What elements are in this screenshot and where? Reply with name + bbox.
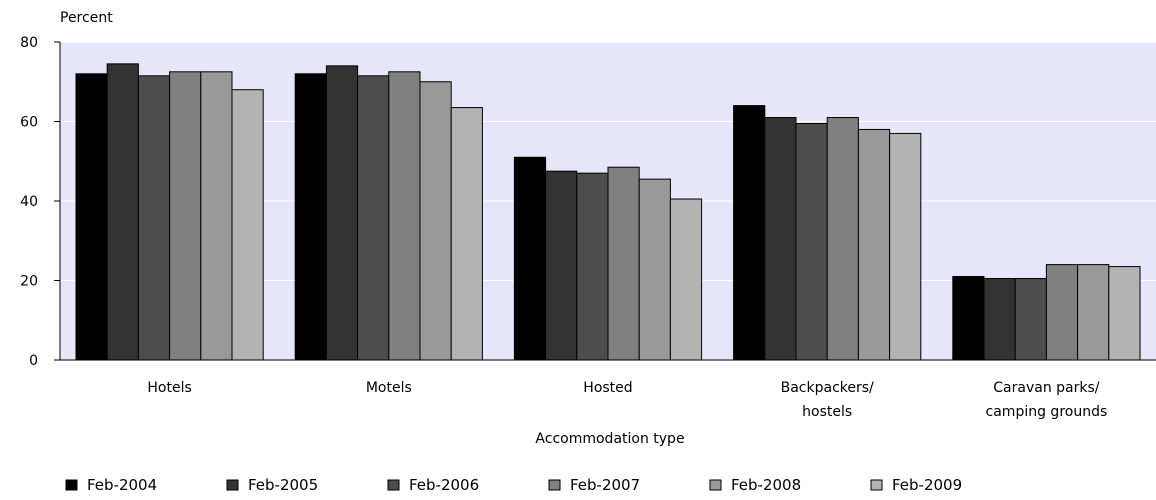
legend-swatch [387, 479, 400, 491]
legend-label: Feb-2008 [731, 476, 801, 494]
bar [106, 63, 139, 361]
bar [325, 65, 359, 361]
bar [764, 117, 797, 361]
bar [952, 276, 985, 361]
x-tick-label: camping grounds [986, 404, 1108, 420]
y-tick-label: 80 [20, 35, 38, 51]
bar [357, 75, 390, 361]
y-tick-label: 40 [20, 194, 38, 210]
legend-label: Feb-2004 [87, 476, 157, 494]
x-tick-label: Hotels [147, 380, 191, 396]
bar [733, 105, 766, 361]
bar [1077, 264, 1110, 361]
x-tick-label: Motels [366, 380, 412, 396]
bar [889, 132, 922, 361]
legend-label: Feb-2005 [248, 476, 318, 494]
legend-swatch [709, 479, 722, 491]
bar [576, 172, 609, 361]
bar [545, 170, 578, 361]
y-tick-label: 0 [29, 353, 38, 369]
axes: 0 20 40 60 80 Hotels Motels Hosted Backpackers/h… [20, 35, 1156, 420]
bar [607, 166, 640, 361]
bar [1108, 266, 1141, 361]
bar [200, 71, 233, 361]
bar [231, 89, 264, 361]
bar [294, 73, 327, 361]
legend-swatch [548, 479, 561, 491]
x-tick-label: Hosted [583, 380, 632, 396]
bar [169, 71, 202, 361]
legend-label: Feb-2007 [570, 476, 640, 494]
x-tick-label: Caravan parks/ [993, 380, 1100, 396]
bar [857, 128, 891, 361]
y-tick-label: 20 [20, 274, 38, 290]
bar [669, 198, 703, 361]
bar [450, 107, 483, 361]
legend-label: Feb-2006 [409, 476, 479, 494]
legend: Feb-2004 Feb-2005 Feb-2006 Feb-2007 Feb-2008… [65, 476, 962, 494]
bar [75, 73, 108, 361]
y-axis-label: Percent [60, 10, 113, 26]
bar [137, 75, 171, 361]
x-tick-label: Backpackers/ [781, 380, 874, 396]
bar [513, 156, 547, 361]
bars [75, 63, 1141, 361]
x-axis-label: Accommodation type [535, 431, 684, 447]
bar [1045, 264, 1079, 361]
bar [1014, 278, 1047, 361]
bar [826, 117, 859, 361]
x-tick-label: hostels [802, 404, 852, 420]
legend-swatch [65, 479, 78, 491]
bar [388, 71, 421, 361]
bar [638, 178, 671, 361]
legend-label: Feb-2009 [892, 476, 962, 494]
legend-swatch [226, 479, 239, 491]
bar [795, 122, 828, 361]
legend-swatch [870, 479, 883, 491]
y-tick-label: 60 [20, 115, 38, 131]
bar [419, 81, 452, 361]
bar [983, 278, 1016, 361]
